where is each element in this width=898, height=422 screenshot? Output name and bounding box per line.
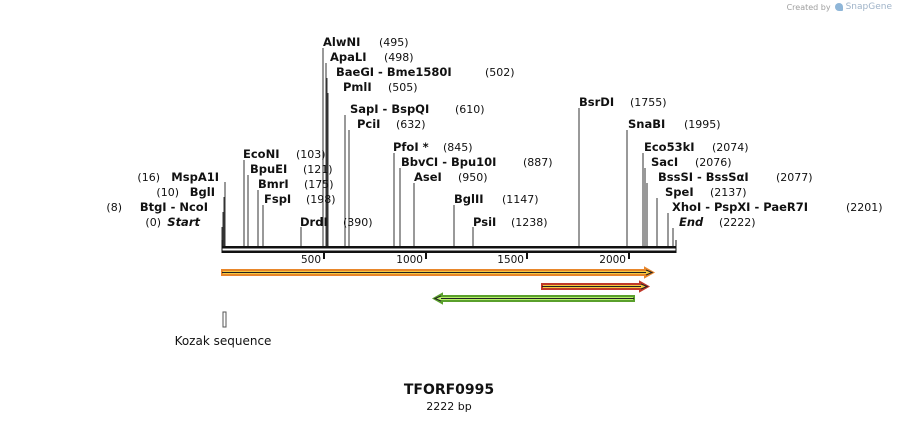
credit-prefix: Created by [786, 2, 831, 12]
ruler: 500 1000 1500 2000 [301, 253, 630, 266]
site-bglii: BglII [454, 192, 484, 206]
site-saci: SacI [651, 155, 678, 169]
site-pcii-pos: (632) [396, 118, 426, 131]
features: Kozak sequence [175, 266, 656, 348]
site-snabi-pos: (1995) [684, 118, 721, 131]
site-pcii: PciI [357, 117, 380, 131]
site-alwni: AlwNI [323, 35, 360, 49]
site-bgli: BglI [190, 185, 215, 199]
site-baegi-pos: (502) [485, 66, 515, 79]
feature-orf-short[interactable] [541, 280, 651, 293]
site-mspa1i: MspA1I [171, 170, 219, 184]
construct-name: TFORF0995 [403, 382, 495, 398]
snapgene-icon [834, 3, 843, 11]
tick-label-1000: 1000 [396, 254, 423, 266]
site-psii: PsiI [473, 215, 496, 229]
site-pmli-pos: (505) [388, 81, 418, 94]
feature-orf-main[interactable] [221, 266, 656, 279]
site-econi-pos: (103) [296, 148, 326, 161]
site-connectors [221, 48, 674, 247]
site-start-pos: (0) [145, 216, 161, 229]
sequence-map: Start (0) BtgI - NcoI (8) BglI (10) MspA… [106, 35, 883, 348]
construct-length: 2222 bp [426, 400, 472, 413]
tick-label-500: 500 [301, 254, 321, 266]
site-bmri: BmrI [258, 177, 289, 191]
site-saci-pos: (2076) [695, 156, 732, 169]
right-site-labels: SnaBI (1995) Eco53kI (2074) SacI (2076) … [628, 117, 883, 229]
site-apali: ApaLI [330, 50, 367, 64]
site-asei: AseI [414, 170, 442, 184]
site-bsssi: BssSI - BssSαI [658, 170, 749, 184]
dna-backbone [221, 240, 677, 253]
site-bsrdi-pos: (1755) [630, 96, 667, 109]
site-mspa1i-pos: (16) [137, 171, 160, 184]
site-apali-pos: (498) [384, 51, 414, 64]
credit-brand: SnapGene [845, 2, 892, 12]
site-btgi: BtgI - NcoI [140, 200, 208, 214]
site-bmri-pos: (175) [304, 178, 334, 191]
site-psii-pos: (1238) [511, 216, 548, 229]
site-bsrdi: BsrDI [579, 95, 614, 109]
site-end-pos: (2222) [719, 216, 756, 229]
site-pfoi: PfoI * [393, 140, 429, 154]
feature-orf-reverse[interactable] [431, 292, 635, 305]
site-xhoi: XhoI - PspXI - PaeR7I [672, 200, 808, 214]
site-spei: SpeI [665, 185, 694, 199]
site-snabi: SnaBI [628, 117, 665, 131]
site-fspi: FspI [264, 192, 291, 206]
site-bpuei-pos: (121) [303, 163, 333, 176]
site-end: End [679, 215, 704, 229]
site-spei-pos: (2137) [710, 186, 747, 199]
feature-kozak-label: Kozak sequence [175, 334, 272, 348]
site-bbvci: BbvCI - Bpu10I [401, 155, 496, 169]
tick-label-2000: 2000 [599, 254, 626, 266]
snapgene-credit: Created by SnapGene [787, 2, 892, 12]
tick-label-1500: 1500 [497, 254, 524, 266]
site-fspi-pos: (198) [306, 193, 336, 206]
site-bglii-pos: (1147) [502, 193, 539, 206]
feature-kozak[interactable] [222, 311, 227, 328]
site-sapi: SapI - BspQI [350, 102, 429, 116]
site-bgli-pos: (10) [156, 186, 179, 199]
site-bsssi-pos: (2077) [776, 171, 813, 184]
site-xhoi-pos: (2201) [846, 201, 883, 214]
site-alwni-pos: (495) [379, 36, 409, 49]
site-pmli: PmlI [343, 80, 372, 94]
site-btgi-pos: (8) [106, 201, 122, 214]
site-sapi-pos: (610) [455, 103, 485, 116]
site-pfoi-pos: (845) [443, 141, 473, 154]
site-eco53ki: Eco53kI [644, 140, 695, 154]
site-bpuei: BpuEI [250, 162, 287, 176]
site-asei-pos: (950) [458, 171, 488, 184]
site-start: Start [167, 215, 200, 229]
site-bbvci-pos: (887) [523, 156, 553, 169]
site-drdi-pos: (390) [343, 216, 373, 229]
site-drdi: DrdI [300, 215, 328, 229]
site-baegi: BaeGI - Bme1580I [336, 65, 452, 79]
left-site-labels: Start (0) BtgI - NcoI (8) BglI (10) MspA… [106, 170, 219, 229]
site-econi: EcoNI [243, 147, 279, 161]
site-eco53ki-pos: (2074) [712, 141, 749, 154]
middle-site-labels: EcoNI (103) BpuEI (121) BmrI (175) FspI … [243, 35, 667, 229]
